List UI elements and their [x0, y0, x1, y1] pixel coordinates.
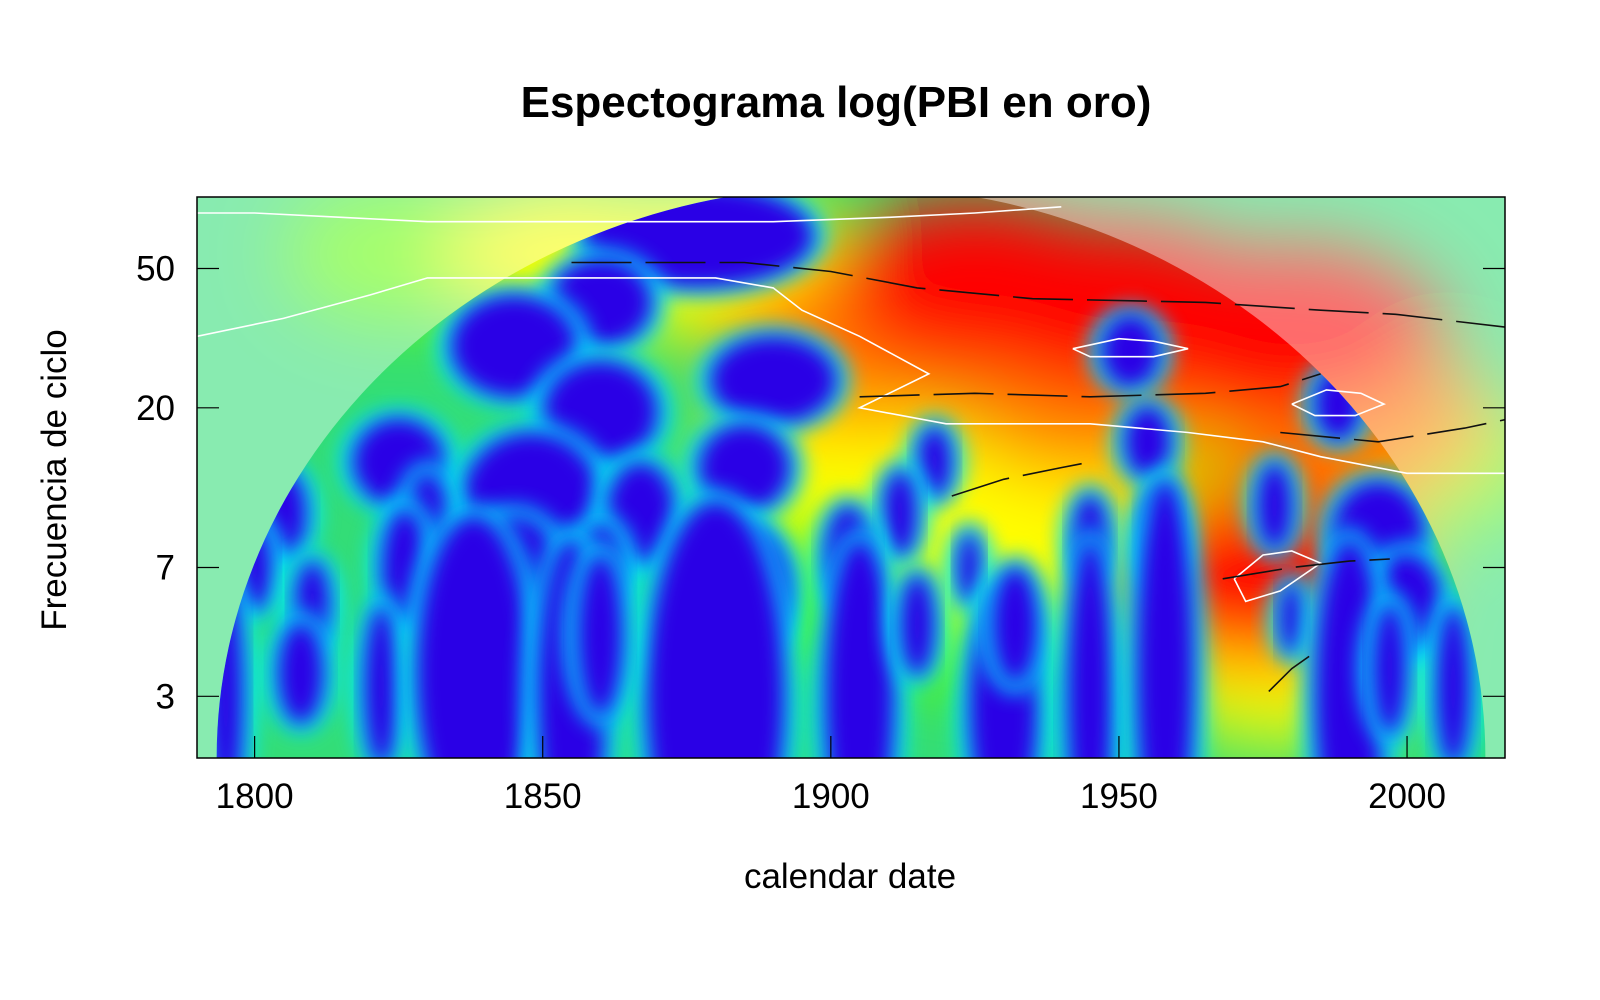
- low-power-core: [698, 423, 791, 512]
- cone-of-influence-layer: [197, 197, 1505, 758]
- low-power-core: [1372, 601, 1408, 736]
- low-power-core: [1067, 538, 1114, 758]
- low-power-spot: [885, 563, 949, 687]
- low-power-core: [992, 565, 1039, 685]
- low-power-spot: [1087, 304, 1174, 398]
- plot-frame: [196, 196, 1506, 759]
- low-power-spot: [978, 555, 1053, 695]
- significance-contour: [1291, 389, 1387, 417]
- low-power-spot: [632, 490, 799, 758]
- low-power-core: [1124, 405, 1171, 479]
- x-axis: 1800 1850 1900 1950 2000: [216, 736, 1446, 816]
- low-power-core: [577, 552, 624, 717]
- low-power-core: [882, 469, 918, 558]
- low-power-core: [957, 531, 981, 604]
- significance-contour: [197, 277, 1505, 475]
- low-power-core: [825, 538, 895, 758]
- low-power-core: [364, 604, 399, 758]
- low-power-core: [1280, 582, 1304, 656]
- significance-contour: [1233, 550, 1323, 603]
- low-power-spot: [1358, 591, 1422, 746]
- x-tick-label: 1900: [792, 777, 870, 816]
- ridge-line: [951, 461, 1091, 497]
- ridge-line: [571, 261, 1505, 328]
- plot-area: [197, 197, 1505, 758]
- x-axis-label: calendar date: [744, 857, 956, 896]
- ridge-line: [1268, 655, 1310, 692]
- low-power-core: [1435, 604, 1471, 758]
- y-axis: 3 7 20 50: [136, 249, 1505, 716]
- low-power-spot: [263, 611, 338, 735]
- low-power-spot: [868, 459, 932, 568]
- ridge-line: [1222, 558, 1390, 580]
- significance-contour: [197, 206, 1062, 223]
- low-power-core: [917, 425, 952, 499]
- low-power-spot: [401, 504, 546, 758]
- x-tick-label: 1850: [504, 777, 582, 816]
- low-power-spot: [1122, 466, 1208, 758]
- significance-contour-layer: [197, 206, 1505, 603]
- cone-of-influence-shade: [197, 197, 1505, 758]
- low-power-spot: [1421, 594, 1485, 758]
- x-tick-label: 1800: [216, 777, 294, 816]
- low-power-core: [1136, 476, 1194, 758]
- significance-contour: [1072, 337, 1189, 358]
- chart-title: Espectograma log(PBI en oro): [521, 78, 1152, 127]
- low-power-spot: [563, 542, 638, 727]
- power-blob: [284, 197, 513, 323]
- low-power-spot: [695, 326, 851, 435]
- low-power-core: [1257, 461, 1292, 550]
- low-power-spot: [1110, 395, 1185, 489]
- ridge-line: [1280, 418, 1505, 443]
- y-tick-label: 50: [136, 249, 175, 288]
- heatmap-low-power-layer: [216, 197, 1485, 758]
- ridge-line-layer: [571, 261, 1505, 692]
- low-power-core: [646, 500, 785, 758]
- low-power-spot: [1053, 528, 1128, 758]
- low-power-core: [277, 621, 324, 725]
- low-power-core: [709, 336, 837, 425]
- ridge-line: [859, 373, 1321, 398]
- y-tick-label: 3: [156, 677, 175, 716]
- low-power-core: [1101, 314, 1160, 388]
- x-tick-label: 2000: [1368, 777, 1446, 816]
- y-tick-label: 20: [136, 389, 175, 428]
- low-power-core: [415, 514, 532, 758]
- low-power-spot: [811, 528, 909, 758]
- y-tick-label: 7: [156, 548, 175, 587]
- x-tick-label: 1950: [1080, 777, 1158, 816]
- low-power-spot: [1243, 451, 1306, 560]
- low-power-spot: [350, 594, 413, 758]
- y-axis-label: Frecuencia de ciclo: [35, 329, 74, 631]
- low-power-core: [899, 573, 935, 677]
